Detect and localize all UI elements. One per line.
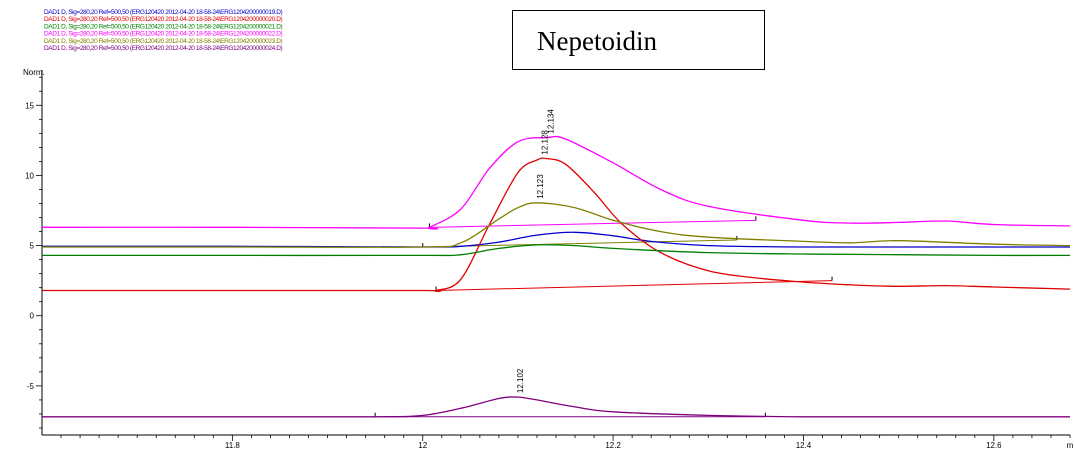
y-tick-label: 10 bbox=[25, 171, 34, 180]
peak-label: 12.102 bbox=[516, 368, 525, 393]
y-tick-label: 5 bbox=[30, 242, 35, 251]
y-tick-label: 15 bbox=[25, 101, 34, 110]
series-line bbox=[42, 202, 1071, 248]
x-tick-label: 12.6 bbox=[986, 441, 1002, 449]
series-line bbox=[41, 135, 1071, 230]
x-tick-label: m bbox=[1067, 441, 1074, 449]
peak-label: 12.128 bbox=[541, 130, 550, 155]
series-lines bbox=[41, 135, 1071, 418]
baselines bbox=[374, 216, 833, 418]
series-line bbox=[41, 244, 1071, 257]
legend-entry: DAD1 D, Sig=280,20 Ref=500,50 (ERG120420… bbox=[44, 38, 283, 45]
peak-label: 12.123 bbox=[536, 174, 545, 199]
legend-entry: DAD1 D, Sig=280,20 Ref=500,50 (ERG120420… bbox=[44, 9, 283, 16]
x-tick-label: 12.2 bbox=[605, 441, 621, 449]
legend: DAD1 D, Sig=280,20 Ref=500,50 (ERG120420… bbox=[44, 9, 283, 52]
integration-baseline bbox=[429, 219, 756, 228]
legend-entry: DAD1 D, Sig=280,20 Ref=500,50 (ERG120420… bbox=[44, 45, 283, 52]
series-line bbox=[42, 157, 1071, 292]
integration-baseline bbox=[436, 280, 833, 291]
y-axis-label: Norm. bbox=[23, 68, 45, 77]
integration-baseline bbox=[422, 239, 737, 248]
x-tick-label: 11.8 bbox=[225, 441, 241, 449]
chart-title: Nepetoidin bbox=[537, 26, 657, 56]
legend-entry: DAD1 D, Sig=280,20 Ref=500,50 (ERG120420… bbox=[44, 31, 283, 38]
y-ticks: 15 10 5 0 -5 bbox=[25, 76, 42, 429]
x-ticks: 11.8 12 12.2 12.4 12.6 m bbox=[60, 435, 1074, 449]
peak-label: 12.134 bbox=[546, 109, 555, 134]
series-line bbox=[42, 396, 1070, 418]
x-tick-label: 12.4 bbox=[796, 441, 812, 449]
title-box: Nepetoidin bbox=[512, 10, 765, 70]
y-tick-label: 0 bbox=[30, 312, 35, 321]
y-tick-label: -5 bbox=[27, 382, 35, 391]
legend-entry: DAD1 D, Sig=280,20 Ref=500,50 (ERG120420… bbox=[44, 16, 283, 23]
x-tick-label: 12 bbox=[418, 441, 427, 449]
legend-entry: DAD1 D, Sig=280,20 Ref=500,50 (ERG120420… bbox=[44, 23, 283, 30]
